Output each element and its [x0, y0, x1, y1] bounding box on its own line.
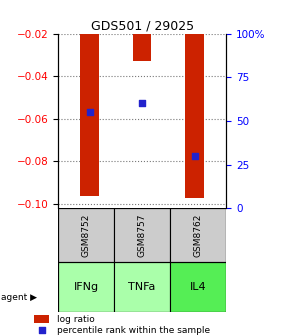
Point: [39, 327, 44, 333]
Title: GDS501 / 29025: GDS501 / 29025: [90, 19, 194, 33]
Bar: [133, 34, 151, 61]
Point: [87, 110, 92, 115]
Bar: [58, 262, 114, 312]
Text: percentile rank within the sample: percentile rank within the sample: [57, 326, 210, 335]
Bar: [34, 315, 49, 323]
Text: agent ▶: agent ▶: [1, 293, 37, 302]
Text: log ratio: log ratio: [57, 314, 95, 324]
Text: GSM8757: GSM8757: [137, 213, 147, 257]
Bar: [170, 262, 226, 312]
Text: GSM8752: GSM8752: [81, 213, 90, 257]
Bar: [114, 208, 170, 262]
Bar: [114, 262, 170, 312]
Point: [192, 153, 197, 159]
Text: IFNg: IFNg: [73, 282, 99, 292]
Bar: [170, 208, 226, 262]
Point: [140, 101, 144, 106]
Text: TNFa: TNFa: [128, 282, 156, 292]
Text: GSM8762: GSM8762: [194, 213, 203, 257]
Bar: [186, 34, 204, 198]
Text: IL4: IL4: [190, 282, 206, 292]
Bar: [58, 208, 114, 262]
Bar: [80, 34, 99, 196]
